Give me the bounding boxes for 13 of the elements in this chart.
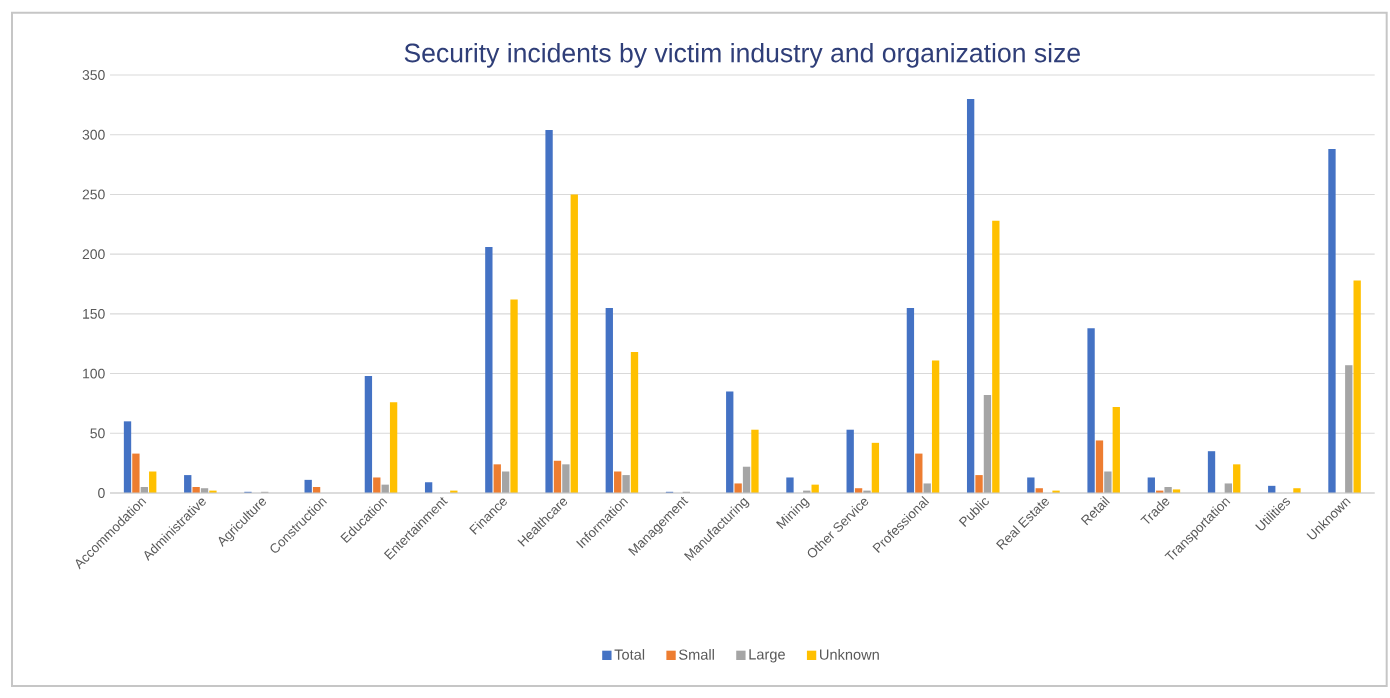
y-tick-label: 350: [82, 70, 105, 80]
legend-label: Small: [679, 649, 714, 660]
legend-label: Unknown: [820, 649, 879, 660]
y-tick-label: 150: [83, 308, 105, 319]
y-tick-label: 100: [83, 368, 105, 379]
chart-title: Security incidents by victim industry and organization size: [404, 42, 1080, 68]
legend-label: Large: [749, 649, 785, 663]
y-tick-label: 300: [82, 129, 105, 140]
y-tick-label: 200: [82, 249, 105, 260]
y-tick-label: 0: [98, 488, 105, 498]
legend-label: Total: [614, 649, 645, 660]
y-tick-label: 250: [82, 189, 105, 200]
y-tick-label: 50: [90, 428, 105, 439]
